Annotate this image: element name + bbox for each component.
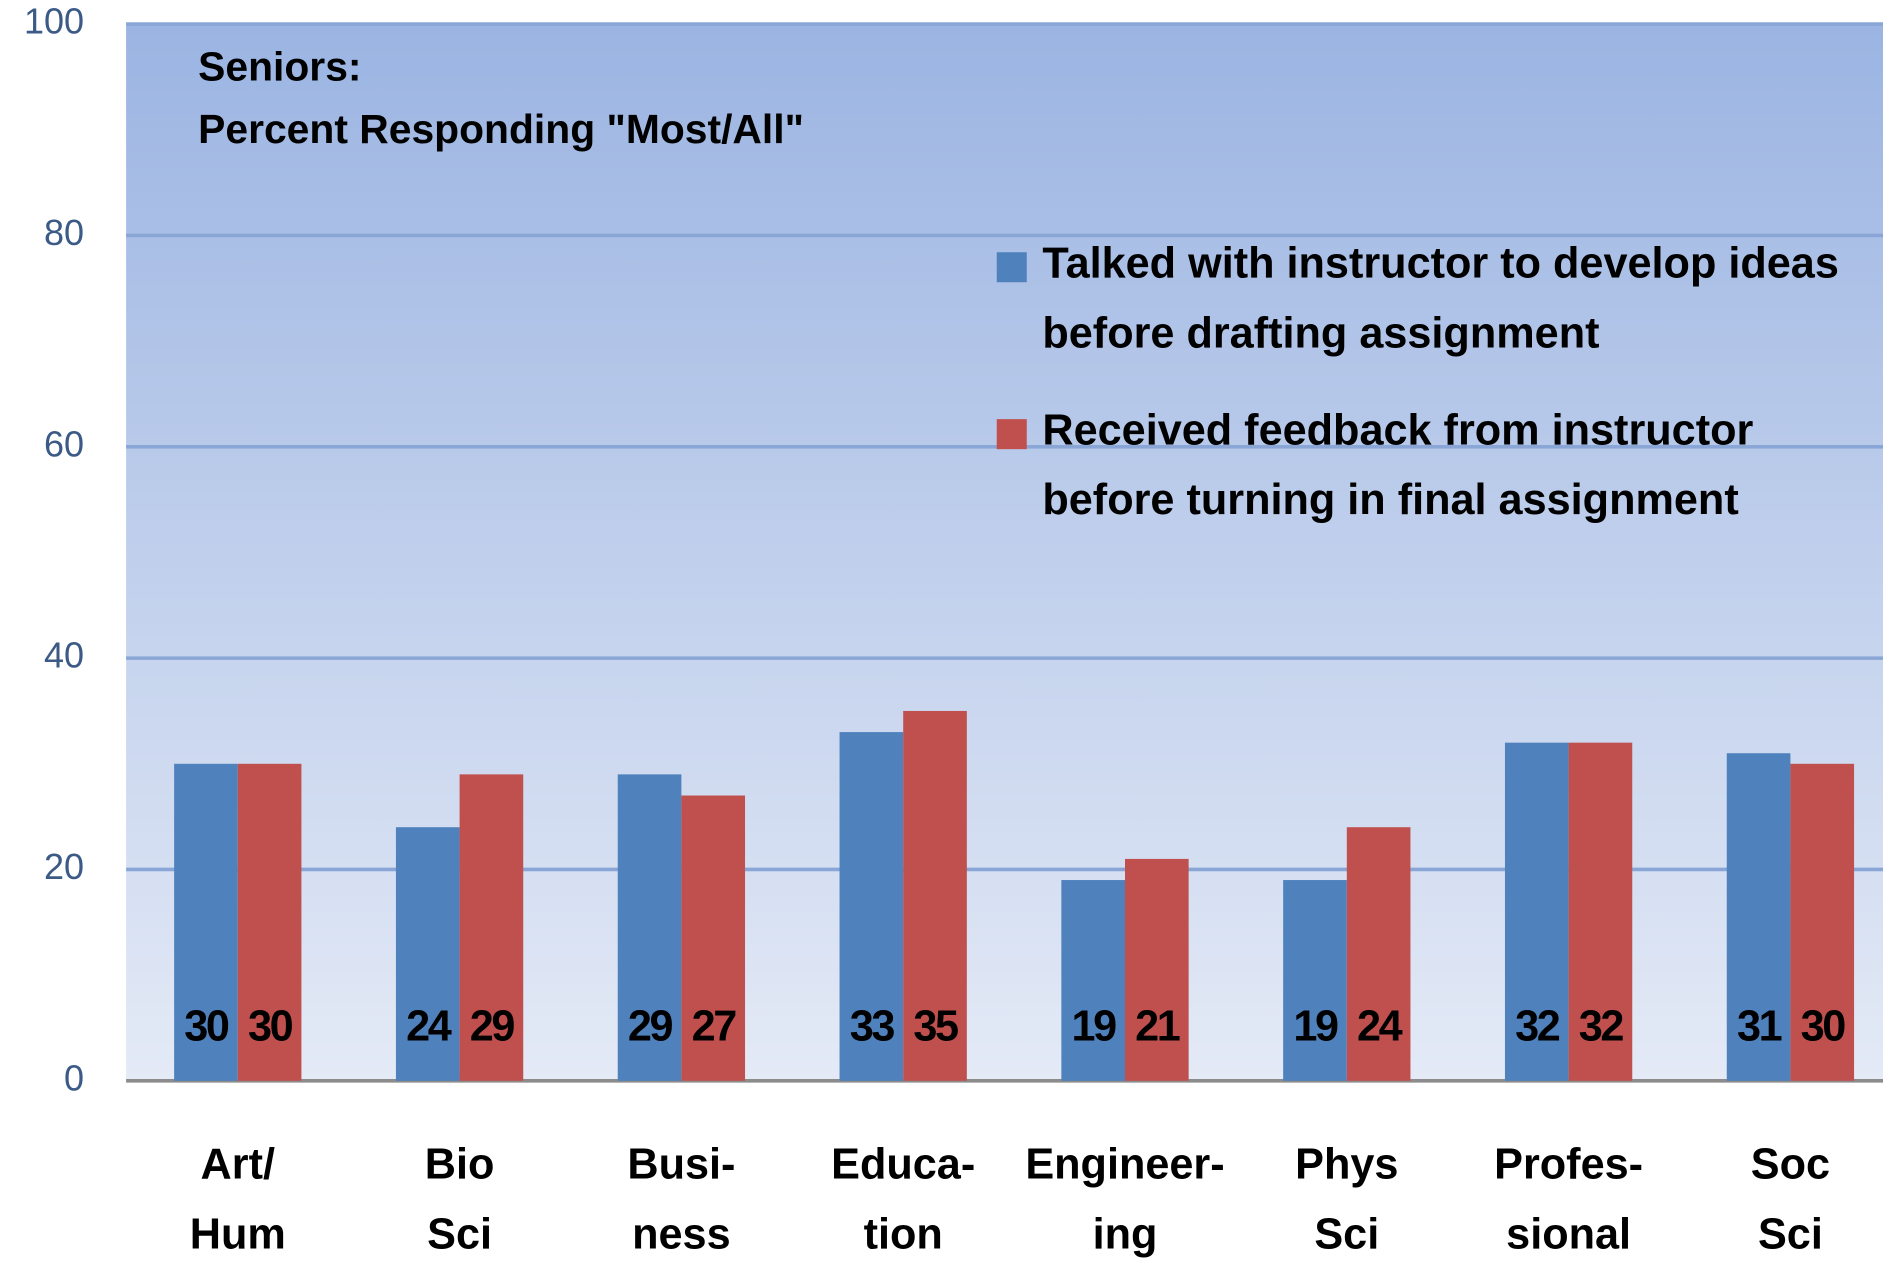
x-tick-label: ing (1093, 1210, 1158, 1258)
x-tick-label: Bio (425, 1141, 495, 1189)
x-tick-label: Soc (1751, 1141, 1830, 1189)
bar (839, 732, 904, 1081)
data-label: 32 (1515, 1003, 1560, 1051)
chart-title: Seniors: (198, 43, 361, 89)
y-tick-label: 80 (44, 212, 84, 253)
x-tick-label: Sci (427, 1210, 492, 1258)
data-label: 30 (1801, 1003, 1846, 1051)
data-label: 21 (1135, 1003, 1180, 1051)
x-tick-label: Phys (1295, 1141, 1398, 1189)
x-tick-label: Engineer- (1025, 1141, 1224, 1189)
y-tick-label: 0 (64, 1057, 84, 1098)
bar (681, 795, 746, 1081)
bar (617, 774, 682, 1081)
x-tick-label: Hum (190, 1210, 286, 1258)
bar (1061, 880, 1125, 1081)
data-label: 30 (248, 1003, 293, 1051)
data-label: 19 (1293, 1003, 1338, 1051)
x-tick-label: Educa- (831, 1141, 975, 1189)
data-label: 32 (1579, 1003, 1624, 1051)
data-label: 29 (470, 1003, 515, 1051)
bar (1726, 753, 1791, 1081)
bar (459, 774, 524, 1081)
bar (903, 710, 967, 1081)
y-tick-label: 60 (44, 423, 84, 464)
bar (174, 763, 238, 1081)
bar (395, 827, 460, 1081)
data-label: 33 (850, 1003, 895, 1051)
x-tick-label: Art/ (201, 1141, 275, 1189)
chart-subtitle: Percent Responding "Most/All" (198, 106, 804, 152)
y-tick-label: 20 (44, 846, 84, 887)
data-label: 24 (1357, 1003, 1403, 1051)
y-tick-label: 100 (24, 1, 84, 42)
x-tick-label: Sci (1758, 1210, 1823, 1258)
x-tick-label: Profes- (1494, 1141, 1643, 1189)
bar (1504, 742, 1569, 1081)
data-label: 29 (628, 1003, 673, 1051)
legend-label: Received feedback from instructor before … (1042, 407, 1753, 525)
x-tick-label: sional (1506, 1210, 1631, 1258)
x-tick-label: tion (864, 1210, 943, 1258)
legend-swatch (996, 419, 1027, 450)
data-label: 24 (406, 1003, 452, 1051)
legend-swatch (996, 252, 1027, 283)
y-tick-label: 40 (44, 635, 84, 676)
legend-label: Talked with instructor to develop ideas b… (1042, 240, 1839, 358)
data-label: 30 (184, 1003, 229, 1051)
bar (1124, 858, 1189, 1081)
data-label: 19 (1072, 1003, 1117, 1051)
x-tick-label: Sci (1314, 1210, 1379, 1258)
bar (1568, 742, 1633, 1081)
data-label: 27 (692, 1003, 737, 1051)
bar (1790, 763, 1855, 1081)
bar (1346, 827, 1411, 1081)
x-tick-label: ness (632, 1210, 731, 1258)
data-label: 35 (913, 1003, 958, 1051)
data-label: 31 (1737, 1003, 1782, 1051)
x-tick-label: Busi- (627, 1141, 735, 1189)
bar (1283, 880, 1347, 1081)
bar (237, 763, 302, 1081)
